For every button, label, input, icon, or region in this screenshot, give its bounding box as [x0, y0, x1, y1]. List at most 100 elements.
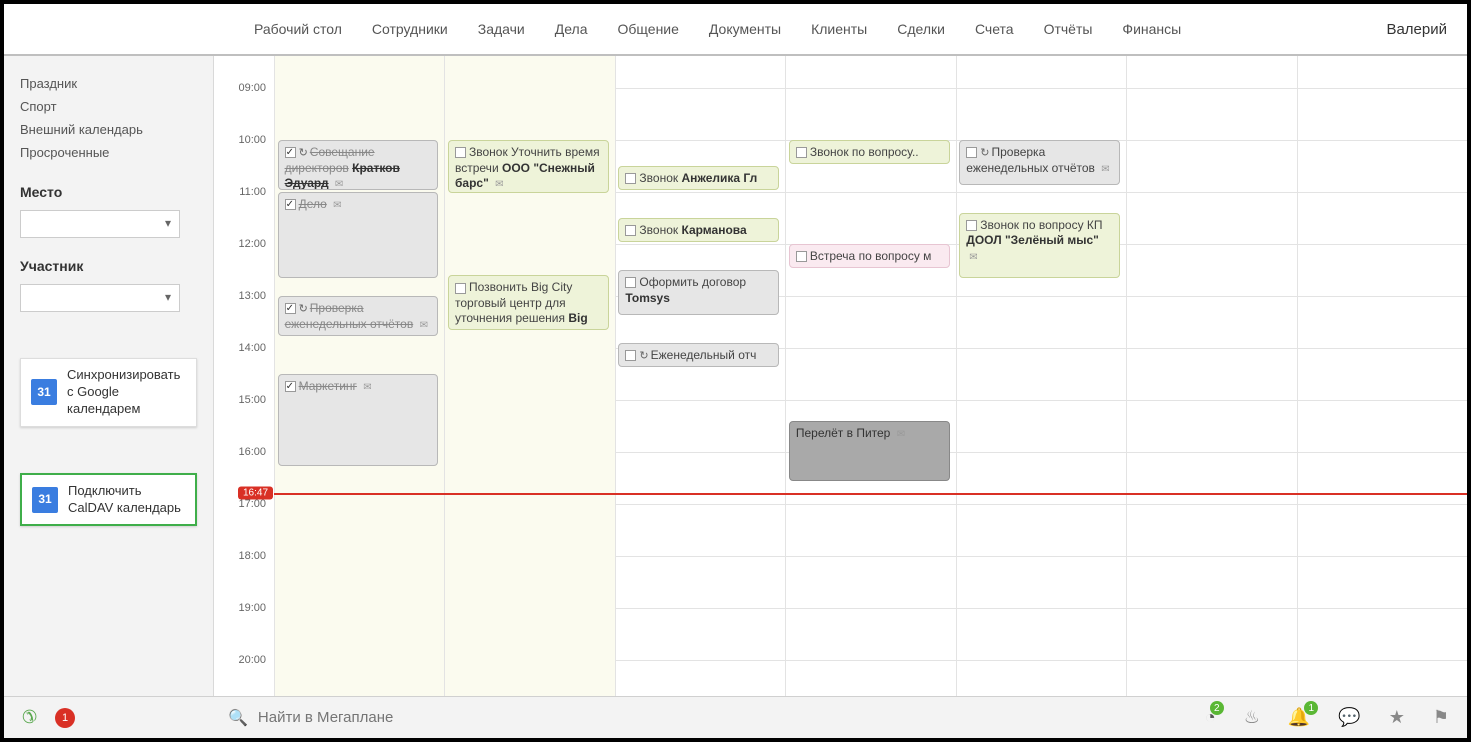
time-label: 10:00: [238, 134, 266, 146]
time-label: 17:00: [238, 498, 266, 510]
feedback-icon[interactable]: ⚑: [1433, 707, 1449, 728]
event-checkbox[interactable]: [796, 251, 807, 262]
calendar-event[interactable]: ↻Проверка еженедельных отчётов ✉: [959, 140, 1120, 185]
nav-item[interactable]: Финансы: [1122, 21, 1181, 37]
place-label: Место: [20, 184, 197, 200]
now-line: [274, 493, 1467, 495]
calendar-event[interactable]: Перелёт в Питер ✉: [789, 421, 950, 481]
event-text: Еженедельный отч: [651, 348, 757, 362]
sidebar-filter[interactable]: Праздник: [20, 72, 197, 95]
recur-icon: ↻: [639, 349, 648, 363]
participant-select[interactable]: [20, 284, 180, 312]
mail-icon: ✉: [333, 199, 341, 212]
sidebar-filter[interactable]: Просроченные: [20, 141, 197, 164]
star-icon[interactable]: ★: [1389, 707, 1405, 728]
search-wrap: 🔍: [228, 708, 1189, 728]
event-subject: Карманова: [681, 223, 746, 237]
sidebar-filter[interactable]: Внешний календарь: [20, 118, 197, 141]
mail-icon: ✉: [495, 178, 503, 191]
time-label: 12:00: [238, 238, 266, 250]
sidebar: ПраздникСпортВнешний календарьПросроченн…: [4, 56, 214, 696]
event-text: Перелёт в Питер: [796, 426, 891, 440]
nav-item[interactable]: Документы: [709, 21, 781, 37]
sync-caldav-label: Подключить CalDAV календарь: [68, 483, 185, 517]
event-checkbox[interactable]: [625, 225, 636, 236]
event-subject: Анжелика Гл: [681, 171, 757, 185]
sync-caldav-button[interactable]: 31 Подключить CalDAV календарь: [20, 473, 197, 527]
nav-item[interactable]: Счета: [975, 21, 1014, 37]
time-label: 13:00: [238, 290, 266, 302]
calendar-grid[interactable]: ↻Совещание директоров Кратков Эдуард ✉Де…: [274, 56, 1467, 696]
mail-icon: ✉: [969, 251, 977, 264]
day-column: [615, 56, 785, 696]
event-checkbox[interactable]: [285, 303, 296, 314]
event-checkbox[interactable]: [625, 350, 636, 361]
participant-label: Участник: [20, 258, 197, 274]
event-checkbox[interactable]: [455, 283, 466, 294]
sidebar-filter[interactable]: Спорт: [20, 95, 197, 118]
event-checkbox[interactable]: [285, 199, 296, 210]
nav-item[interactable]: Клиенты: [811, 21, 867, 37]
time-label: 15:00: [238, 394, 266, 406]
event-checkbox[interactable]: [625, 173, 636, 184]
event-checkbox[interactable]: [625, 277, 636, 288]
calendar-event[interactable]: Звонок Карманова: [618, 218, 779, 242]
nav-item[interactable]: Сделки: [897, 21, 945, 37]
mail-icon: ✉: [897, 428, 905, 441]
event-text: Звонок: [639, 171, 678, 185]
calendar-event[interactable]: Звонок по вопросу КП ДООЛ "Зелёный мыс" …: [959, 213, 1120, 279]
clock-icon[interactable]: ◔2: [1205, 707, 1216, 728]
bottombar-right: ◔2 ♨ 🔔1 💬 ★ ⚑: [1205, 707, 1449, 728]
bell-icon[interactable]: 🔔1: [1288, 707, 1310, 728]
calendar-event[interactable]: Звонок по вопросу..: [789, 140, 950, 164]
search-input[interactable]: [258, 709, 558, 726]
top-nav: Рабочий стол Сотрудники Задачи Дела Общение Д…: [254, 21, 1181, 37]
phone-icon[interactable]: ✆: [22, 707, 37, 728]
event-checkbox[interactable]: [966, 147, 977, 158]
flame-icon[interactable]: ♨: [1244, 707, 1260, 728]
now-badge: 16:47: [238, 486, 273, 499]
user-name[interactable]: Валерий: [1386, 21, 1447, 38]
calendar-event[interactable]: Маркетинг ✉: [278, 374, 439, 466]
calendar-event[interactable]: ↻Совещание директоров Кратков Эдуард ✉: [278, 140, 439, 190]
nav-item[interactable]: Рабочий стол: [254, 21, 342, 37]
event-checkbox[interactable]: [455, 147, 466, 158]
calendar: 09:0010:0011:0012:0013:0014:0015:0016:00…: [214, 56, 1467, 696]
topbar: Рабочий стол Сотрудники Задачи Дела Общение Д…: [4, 4, 1467, 56]
day-column: [1297, 56, 1467, 696]
calendar-event[interactable]: Позвонить Big City торговый центр для ут…: [448, 275, 609, 330]
event-text: Оформить договор: [639, 275, 746, 289]
calendar-icon: 31: [31, 379, 57, 405]
time-label: 20:00: [238, 654, 266, 666]
event-checkbox[interactable]: [966, 220, 977, 231]
calendar-event[interactable]: Звонок Анжелика Гл: [618, 166, 779, 190]
calendar-event[interactable]: Дело ✉: [278, 192, 439, 278]
calendar-event[interactable]: ↻Проверка еженедельных отчётов ✉: [278, 296, 439, 336]
place-select[interactable]: [20, 210, 180, 238]
event-checkbox[interactable]: [796, 147, 807, 158]
time-label: 16:00: [238, 446, 266, 458]
event-checkbox[interactable]: [285, 147, 296, 158]
nav-item[interactable]: Отчёты: [1044, 21, 1093, 37]
event-checkbox[interactable]: [285, 381, 296, 392]
calendar-event[interactable]: ↻Еженедельный отч: [618, 343, 779, 367]
nav-item[interactable]: Сотрудники: [372, 21, 448, 37]
clock-badge: 2: [1210, 701, 1224, 715]
event-text: Звонок по вопросу КП: [980, 218, 1102, 232]
nav-item[interactable]: Дела: [555, 21, 588, 37]
nav-item[interactable]: Общение: [618, 21, 679, 37]
sync-google-label: Синхронизировать с Google календарем: [67, 367, 186, 418]
recur-icon: ↻: [980, 146, 989, 160]
mail-icon: ✉: [420, 319, 428, 332]
phone-badge: 1: [55, 708, 75, 728]
calendar-event[interactable]: Встреча по вопросу м: [789, 244, 950, 268]
nav-item[interactable]: Задачи: [478, 21, 525, 37]
bottombar: ✆ 1 🔍 ◔2 ♨ 🔔1 💬 ★ ⚑: [4, 696, 1467, 738]
calendar-event[interactable]: Звонок Уточнить время встречи ООО "Снежн…: [448, 140, 609, 193]
chat-icon[interactable]: 💬: [1338, 707, 1360, 728]
event-text: Позвонить Big City торговый центр для ут…: [455, 280, 572, 325]
calendar-event[interactable]: Оформить договор Tomsys: [618, 270, 779, 315]
sync-google-button[interactable]: 31 Синхронизировать с Google календарем: [20, 358, 197, 427]
event-text: Встреча по вопросу м: [810, 249, 932, 263]
event-text: Звонок по вопросу..: [810, 145, 919, 159]
